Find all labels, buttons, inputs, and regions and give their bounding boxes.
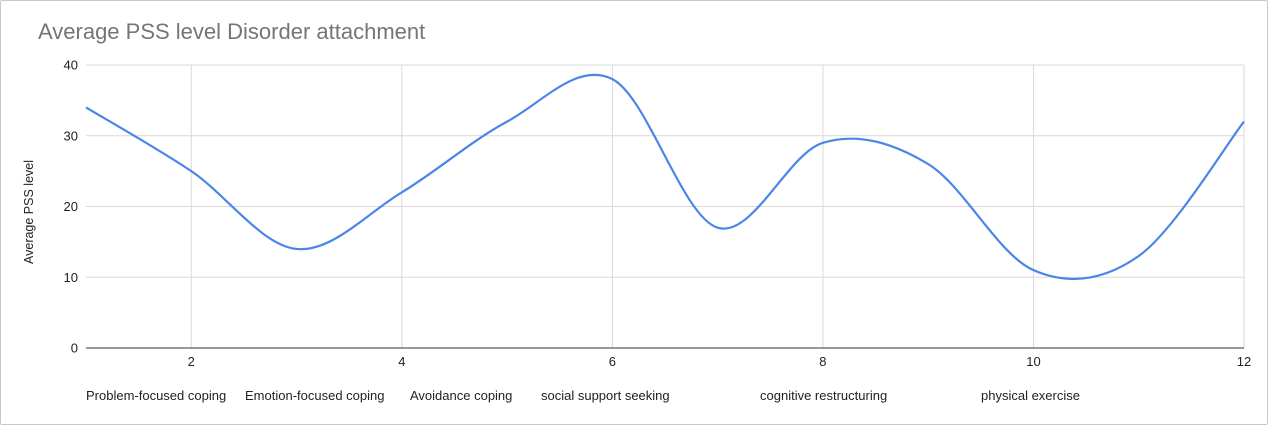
category-label-cognitive-restructuring: cognitive restructuring	[760, 388, 888, 403]
x-tick-label: 2	[188, 354, 195, 369]
category-label-problem-focused-coping: Problem-focused coping	[86, 388, 227, 403]
category-label-social-support-seeking: social support seeking	[541, 388, 670, 403]
x-tick-label: 12	[1237, 354, 1251, 369]
category-label-emotion-focused-coping: Emotion-focused coping	[245, 388, 385, 403]
y-tick-label: 10	[64, 270, 78, 285]
y-tick-label: 20	[64, 199, 78, 214]
y-tick-label: 40	[64, 58, 78, 73]
category-label-physical-exercise: physical exercise	[981, 388, 1080, 403]
x-tick-label: 10	[1026, 354, 1040, 369]
x-tick-label: 6	[609, 354, 616, 369]
x-tick-label: 8	[819, 354, 826, 369]
chart-title: Average PSS level Disorder attachment	[38, 19, 426, 44]
x-tick-label: 4	[398, 354, 405, 369]
category-label-avoidance-coping: Avoidance coping	[410, 388, 513, 403]
series-line	[85, 73, 1245, 281]
y-tick-label: 30	[64, 128, 78, 143]
y-tick-label: 0	[71, 341, 78, 356]
